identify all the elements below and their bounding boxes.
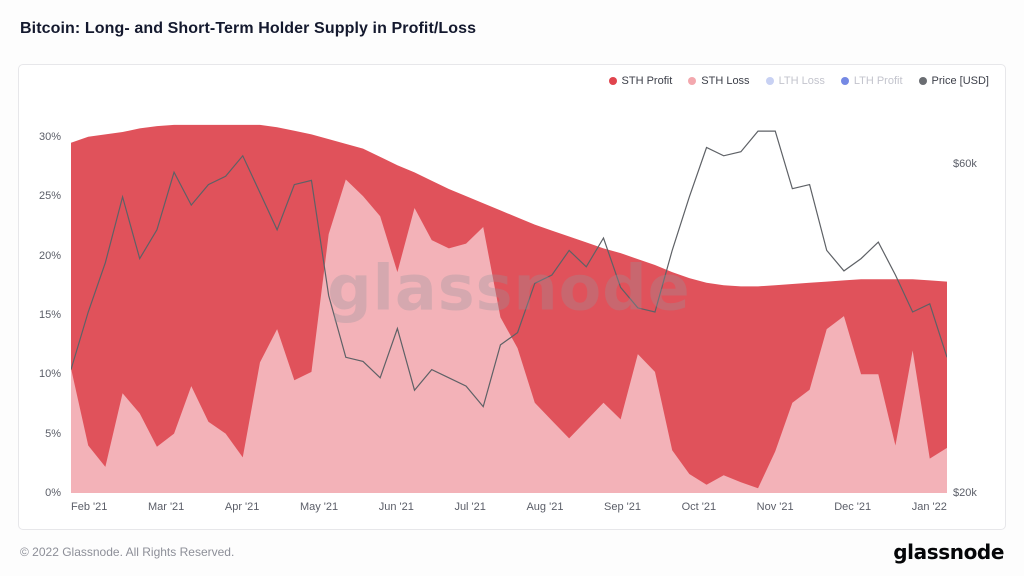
legend-item-label: STH Loss [701,75,750,87]
x-axis-tick: May '21 [299,501,339,513]
x-axis-tick: Nov '21 [756,501,794,513]
x-axis-tick: Feb '21 [71,501,108,513]
x-axis: Feb '21 Mar '21 Apr '21 May '21 Jun '21 … [71,501,947,513]
page-footer: © 2022 Glassnode. All Rights Reserved. g… [20,538,1004,566]
x-axis-tick: Jul '21 [454,501,486,513]
y-axis-tick: 30% [38,130,61,143]
legend-dot-icon [918,77,927,85]
page-title: Bitcoin: Long- and Short-Term Holder Sup… [20,20,477,37]
legend-dot-icon [688,77,697,85]
y-axis-tick: 0% [45,487,61,499]
legend-item-label: Price [USD] [931,75,989,87]
legend-item-lth-loss[interactable]: LTH Loss [765,75,825,87]
chart-card: STH Profit STH Loss LTH Loss LTH Profit … [18,64,1006,530]
y-axis-tick: 15% [38,308,61,321]
legend-item-label: LTH Loss [778,75,825,87]
legend-item-label: LTH Profit [853,75,903,87]
x-axis-tick: Jun '21 [378,501,414,513]
legend-item-sth-loss[interactable]: STH Loss [688,75,750,87]
legend-dot-icon [608,77,617,85]
y-axis-tick: $60k [953,158,977,170]
legend-item-price-usd[interactable]: Price [USD] [918,75,989,87]
y-axis-tick: 5% [45,427,61,440]
y-axis-tick: 20% [38,249,61,262]
legend-dot-icon [840,77,849,85]
glassnode-logo: glassnode [893,540,1004,564]
legend-item-label: STH Profit [621,75,673,87]
legend-item-lth-profit[interactable]: LTH Profit [840,75,903,87]
x-axis-tick: Sep '21 [604,501,641,513]
x-axis-tick: Oct '21 [681,501,717,513]
y-axis-tick: 10% [38,368,61,381]
x-axis-tick: Aug '21 [526,501,564,513]
x-axis-tick: Dec '21 [834,501,872,513]
y-axis-right: $60k $20k [951,113,999,499]
chart-legend: STH Profit STH Loss LTH Loss LTH Profit … [608,75,989,87]
x-axis-tick: Mar '21 [147,501,185,513]
chart-svg[interactable] [71,113,947,493]
y-axis-tick: $20k [953,487,977,499]
legend-item-sth-profit[interactable]: STH Profit [608,75,673,87]
copyright-text: © 2022 Glassnode. All Rights Reserved. [20,545,235,559]
chart-plot-area[interactable]: glassnode [71,113,947,493]
x-axis-tick: Jan '22 [911,501,947,513]
y-axis-left: 30% 25% 20% 15% 10% 5% 0% [23,113,65,499]
legend-dot-icon [765,77,774,85]
x-axis-tick: Apr '21 [224,501,260,513]
y-axis-tick: 25% [38,190,61,203]
